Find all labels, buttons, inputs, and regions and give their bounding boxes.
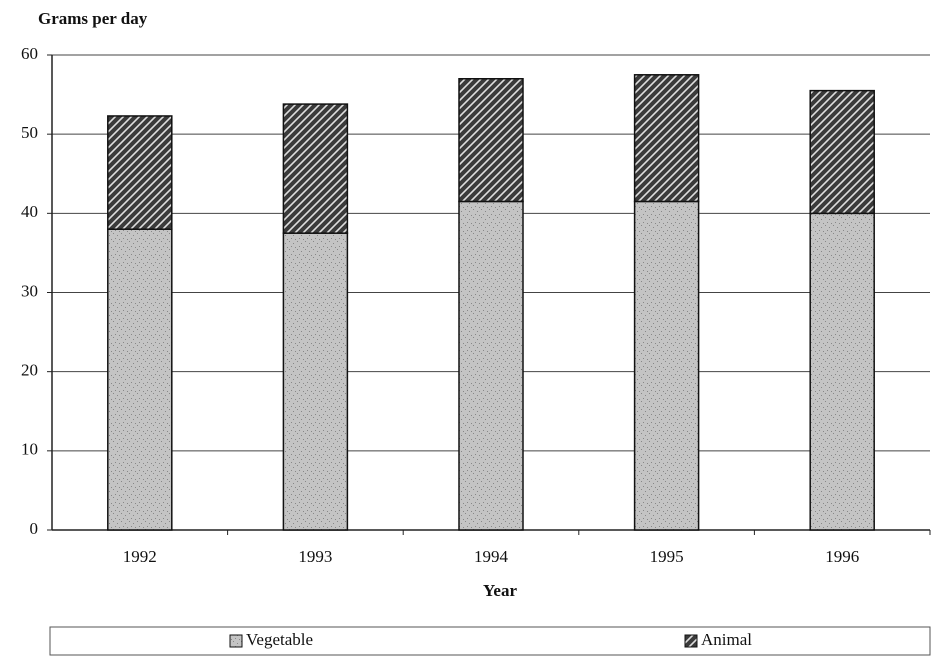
legend-swatch: [684, 634, 698, 648]
legend-label: Animal: [701, 630, 752, 649]
x-tick-label: 1993: [298, 547, 332, 566]
bar-segment: [633, 74, 700, 203]
bar-segment: [282, 232, 349, 531]
x-tick-label: 1995: [650, 547, 684, 566]
bar-segment: [107, 228, 173, 531]
x-tick-label: 1996: [825, 547, 859, 566]
y-tick-label: 60: [21, 44, 38, 63]
bar-segment: [107, 115, 173, 230]
x-tick-label: 1994: [474, 547, 509, 566]
y-tick-label: 50: [21, 123, 38, 142]
bar-segment: [809, 89, 875, 215]
x-axis-label: Year: [483, 581, 517, 600]
y-tick-label: 10: [21, 440, 38, 459]
x-tick-label: 1992: [123, 547, 157, 566]
y-tick-label: 30: [21, 281, 38, 300]
y-tick-label: 20: [21, 361, 38, 380]
y-tick-label: 40: [21, 202, 38, 221]
legend-box: [49, 626, 931, 656]
legend-label: Vegetable: [246, 630, 313, 649]
y-tick-label: 0: [30, 519, 39, 538]
legend-swatch: [229, 634, 243, 648]
bar-segment: [458, 78, 524, 203]
bar-segment: [809, 212, 875, 531]
bar-segment: [633, 200, 700, 531]
bar-segment: [458, 200, 524, 531]
bar-segment: [282, 103, 349, 234]
chart-title: Grams per day: [38, 9, 148, 28]
